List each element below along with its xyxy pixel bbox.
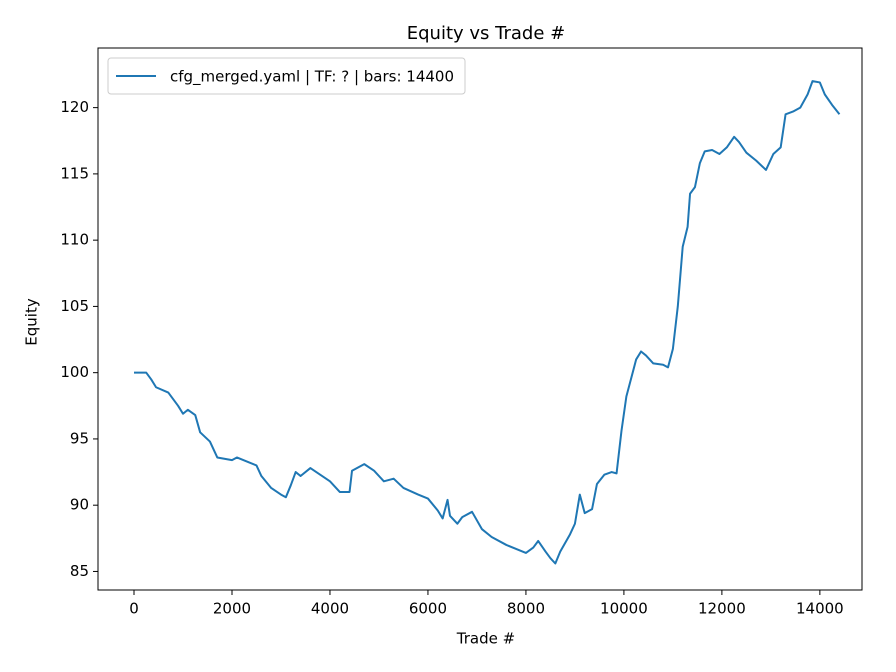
legend-label: cfg_merged.yaml | TF: ? | bars: 14400 [170,68,454,87]
y-tick-label: 120 [60,98,89,116]
y-tick-label: 85 [70,562,89,580]
x-tick-label: 8000 [507,600,545,618]
x-tick-label: 14000 [796,600,844,618]
plot-frame [97,47,863,591]
x-axis-label: Trade # [456,630,515,648]
x-tick-label: 12000 [698,600,746,618]
chart-title: Equity vs Trade # [407,23,565,44]
y-tick-label: 115 [60,164,89,182]
y-tick-label: 100 [60,363,89,381]
y-tick-label: 105 [60,297,89,315]
y-axis-label: Equity [23,298,41,346]
series-line [134,80,841,565]
x-tick-label: 10000 [600,600,648,618]
y-tick-label: 110 [60,231,89,249]
y-tick-label: 90 [70,496,89,514]
y-tick-label: 95 [70,429,89,447]
x-tick-label: 2000 [213,600,251,618]
legend-box [107,57,466,95]
x-tick-label: 6000 [409,600,447,618]
x-tick-label: 4000 [311,600,349,618]
x-tick-label: 0 [129,600,139,618]
